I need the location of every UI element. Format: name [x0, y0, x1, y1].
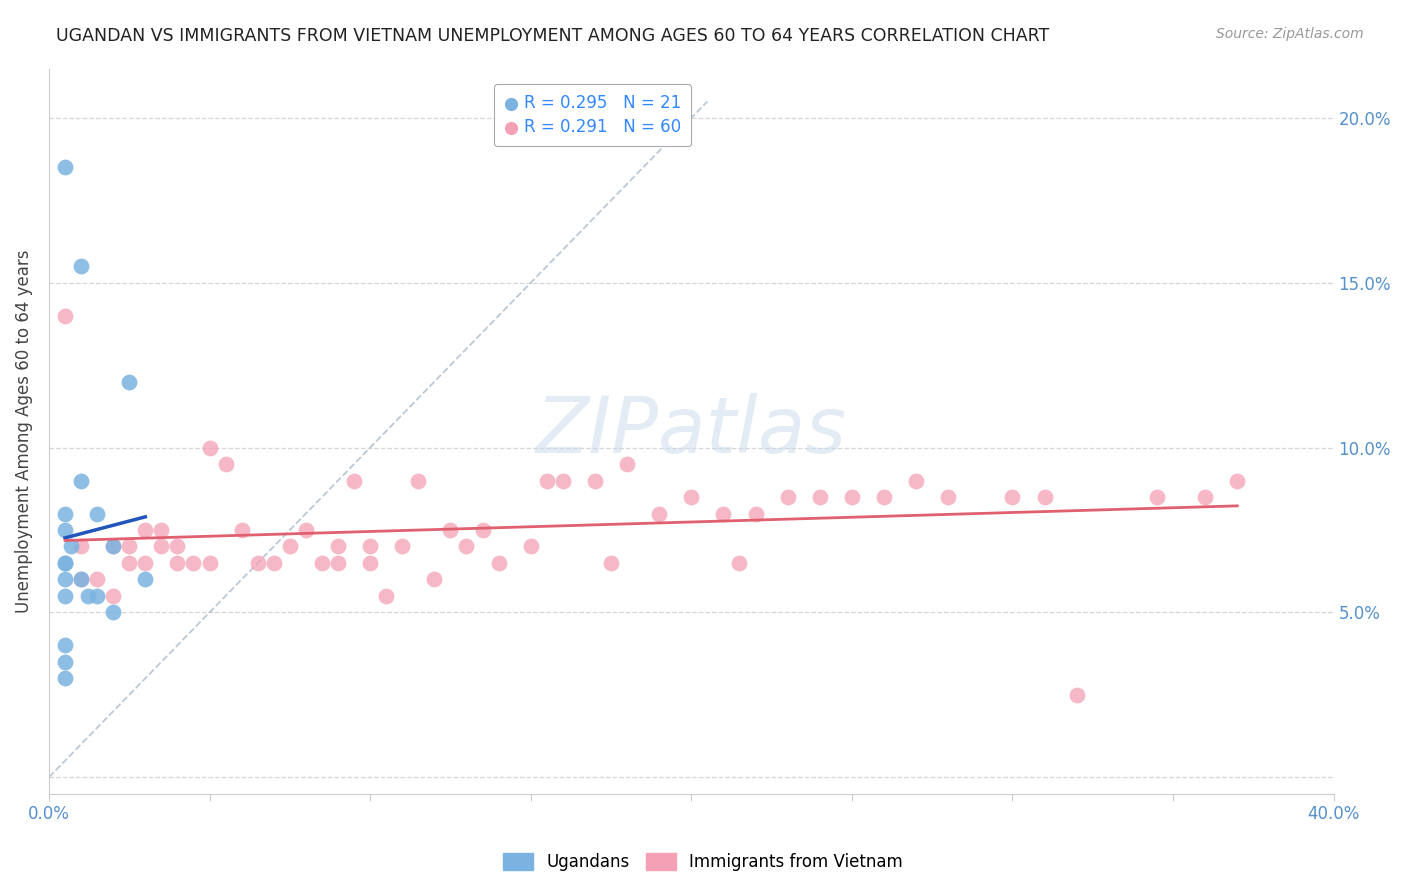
Point	[53, 589, 76, 603]
Point	[551, 474, 574, 488]
Point	[103, 606, 125, 620]
Point	[600, 556, 623, 570]
Point	[118, 375, 141, 389]
Point	[166, 556, 188, 570]
Point	[326, 540, 349, 554]
Point	[53, 309, 76, 323]
Point	[456, 540, 478, 554]
Point	[1146, 490, 1168, 504]
Point	[295, 523, 318, 537]
Point	[103, 589, 125, 603]
Point	[53, 638, 76, 652]
Point	[1033, 490, 1056, 504]
Point	[263, 556, 285, 570]
Point	[53, 507, 76, 521]
Point	[134, 573, 156, 587]
Point	[198, 441, 221, 455]
Point	[408, 474, 430, 488]
Point	[246, 556, 269, 570]
Point	[60, 540, 83, 554]
Point	[53, 655, 76, 669]
Point	[713, 507, 735, 521]
Point	[86, 589, 108, 603]
Point	[375, 589, 398, 603]
Point	[471, 523, 494, 537]
Legend: Ugandans, Immigrants from Vietnam: Ugandans, Immigrants from Vietnam	[495, 845, 911, 880]
Point	[198, 556, 221, 570]
Point	[134, 523, 156, 537]
Point	[536, 474, 558, 488]
Point	[53, 523, 76, 537]
Point	[166, 540, 188, 554]
Point	[1066, 688, 1088, 702]
Point	[103, 540, 125, 554]
Point	[150, 540, 173, 554]
Point	[278, 540, 301, 554]
Text: Source: ZipAtlas.com: Source: ZipAtlas.com	[1216, 27, 1364, 41]
Point	[53, 161, 76, 175]
Point	[648, 507, 671, 521]
Point	[488, 556, 510, 570]
Point	[776, 490, 799, 504]
Text: UGANDAN VS IMMIGRANTS FROM VIETNAM UNEMPLOYMENT AMONG AGES 60 TO 64 YEARS CORREL: UGANDAN VS IMMIGRANTS FROM VIETNAM UNEMP…	[56, 27, 1049, 45]
Point	[391, 540, 413, 554]
Point	[118, 556, 141, 570]
Point	[808, 490, 831, 504]
Point	[311, 556, 333, 570]
Point	[53, 671, 76, 685]
Y-axis label: Unemployment Among Ages 60 to 64 years: Unemployment Among Ages 60 to 64 years	[15, 250, 32, 613]
Point	[103, 540, 125, 554]
Point	[86, 573, 108, 587]
Point	[423, 573, 446, 587]
Point	[118, 540, 141, 554]
Point	[681, 490, 703, 504]
Point	[326, 556, 349, 570]
Point	[53, 556, 76, 570]
Point	[744, 507, 766, 521]
Point	[728, 556, 751, 570]
Point	[359, 540, 381, 554]
Point	[1226, 474, 1249, 488]
Point	[519, 540, 541, 554]
Point	[873, 490, 896, 504]
Text: ZIPatlas: ZIPatlas	[536, 393, 846, 469]
Legend: R = 0.295   N = 21, R = 0.291   N = 60: R = 0.295 N = 21, R = 0.291 N = 60	[494, 84, 692, 146]
Point	[583, 474, 606, 488]
Point	[70, 260, 93, 274]
Point	[905, 474, 928, 488]
Point	[936, 490, 959, 504]
Point	[439, 523, 461, 537]
Point	[150, 523, 173, 537]
Point	[53, 573, 76, 587]
Point	[616, 457, 638, 471]
Point	[841, 490, 863, 504]
Point	[1194, 490, 1216, 504]
Point	[76, 589, 98, 603]
Point	[214, 457, 236, 471]
Point	[86, 507, 108, 521]
Point	[70, 540, 93, 554]
Point	[183, 556, 205, 570]
Point	[70, 474, 93, 488]
Point	[343, 474, 366, 488]
Point	[134, 556, 156, 570]
Point	[1001, 490, 1024, 504]
Point	[359, 556, 381, 570]
Point	[70, 573, 93, 587]
Point	[53, 556, 76, 570]
Point	[70, 573, 93, 587]
Point	[231, 523, 253, 537]
